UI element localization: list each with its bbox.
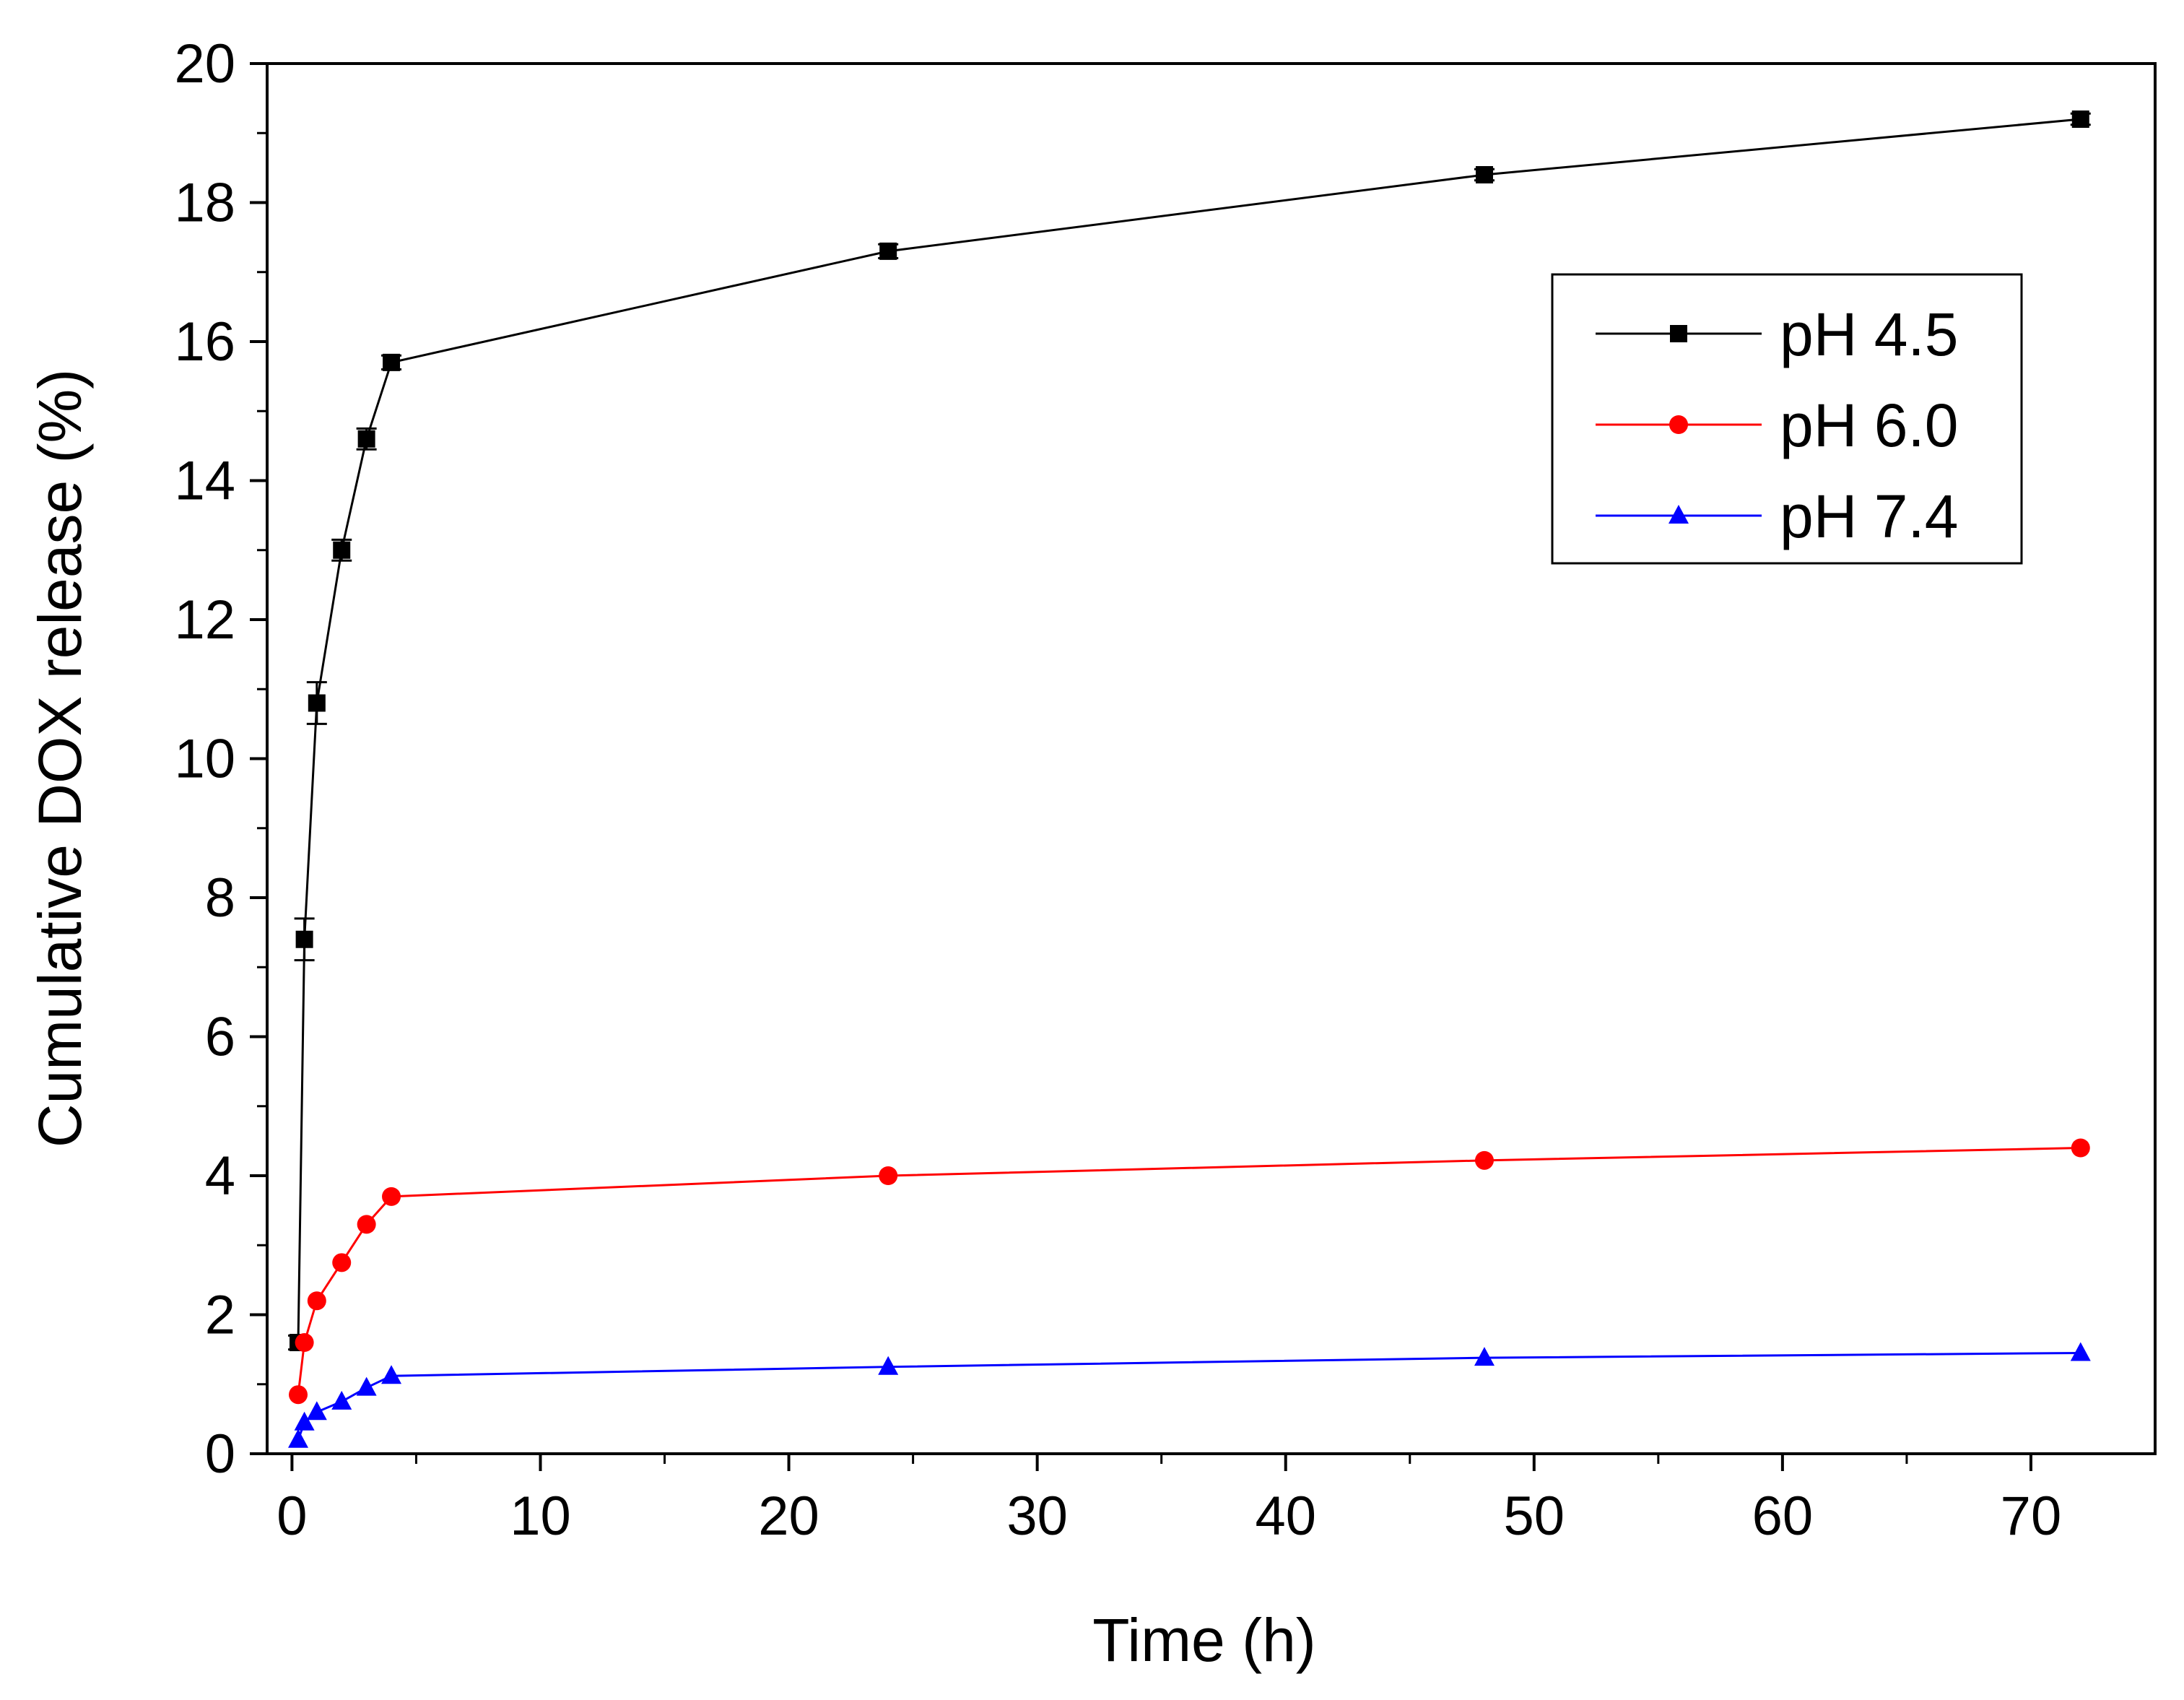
- data-point: [878, 1356, 899, 1375]
- x-tick-label: 50: [1504, 1486, 1565, 1547]
- x-tick-label: 70: [2001, 1486, 2062, 1547]
- series-layer: [288, 110, 2091, 1448]
- data-point: [356, 1376, 377, 1396]
- data-point: [295, 1333, 314, 1352]
- axis-ticks: 0 10 20 30 40 50 60 70 0 2 4 6 8 10 12 14 16 18 20: [174, 33, 2061, 1547]
- series-line: [297, 1147, 2081, 1395]
- y-tick-label: 10: [174, 729, 235, 790]
- x-tick-label: 20: [758, 1486, 819, 1547]
- legend-label: pH 4.5: [1780, 300, 1959, 368]
- data-point: [879, 242, 897, 260]
- data-point: [294, 1411, 315, 1431]
- x-tick-label: 30: [1006, 1486, 1068, 1547]
- data-point: [357, 430, 375, 448]
- x-tick-label: 10: [510, 1486, 571, 1547]
- data-point: [383, 353, 401, 371]
- data-point: [295, 930, 313, 948]
- y-tick-label: 18: [174, 173, 235, 234]
- data-point: [381, 1365, 402, 1384]
- legend-item: pH 4.5: [1596, 300, 1959, 368]
- legend-label: pH 7.4: [1780, 482, 1959, 550]
- series-ph-7-4: [288, 1342, 2091, 1448]
- y-tick-label: 16: [174, 311, 235, 373]
- legend-label: pH 6.0: [1780, 391, 1959, 459]
- legend-marker: [1669, 505, 1689, 524]
- y-tick-label: 0: [205, 1423, 235, 1485]
- y-tick-label: 6: [205, 1007, 235, 1068]
- data-point: [2071, 1138, 2090, 1158]
- data-point: [1474, 1150, 1494, 1170]
- data-point: [308, 694, 326, 712]
- data-point: [1475, 166, 1493, 183]
- data-point: [331, 1390, 352, 1410]
- x-tick-label: 0: [277, 1486, 307, 1547]
- data-point: [2071, 110, 2089, 128]
- y-axis-title: Cumulative DOX release (%): [26, 369, 94, 1148]
- series-line: [297, 1351, 2081, 1441]
- legend-item: pH 6.0: [1596, 391, 1959, 459]
- y-tick-label: 2: [205, 1285, 235, 1346]
- y-tick-label: 4: [205, 1145, 235, 1207]
- data-point: [332, 1253, 352, 1272]
- legend-marker: [1669, 415, 1688, 434]
- x-tick-label: 40: [1255, 1486, 1316, 1547]
- y-tick-label: 8: [205, 867, 235, 929]
- x-tick-label: 60: [1752, 1486, 1814, 1547]
- data-point: [382, 1187, 401, 1206]
- data-point: [307, 1291, 326, 1311]
- data-point: [333, 541, 351, 559]
- y-tick-label: 12: [174, 589, 235, 651]
- y-tick-label: 20: [174, 33, 235, 95]
- x-axis-title: Time (h): [1092, 1606, 1316, 1674]
- data-point: [1474, 1347, 1495, 1366]
- plot-frame: [266, 62, 2157, 1455]
- legend-marker: [1670, 325, 1687, 342]
- data-point: [289, 1385, 308, 1405]
- legend: pH 4.5 pH 6.0 pH 7.4: [1551, 273, 2023, 565]
- series-ph-6-0: [289, 1138, 2090, 1405]
- data-point: [306, 1401, 327, 1421]
- data-point: [288, 1428, 309, 1448]
- y-tick-label: 14: [174, 451, 235, 512]
- data-point: [879, 1166, 898, 1185]
- legend-item: pH 7.4: [1596, 482, 1959, 550]
- data-point: [2070, 1342, 2091, 1361]
- data-point: [357, 1215, 376, 1234]
